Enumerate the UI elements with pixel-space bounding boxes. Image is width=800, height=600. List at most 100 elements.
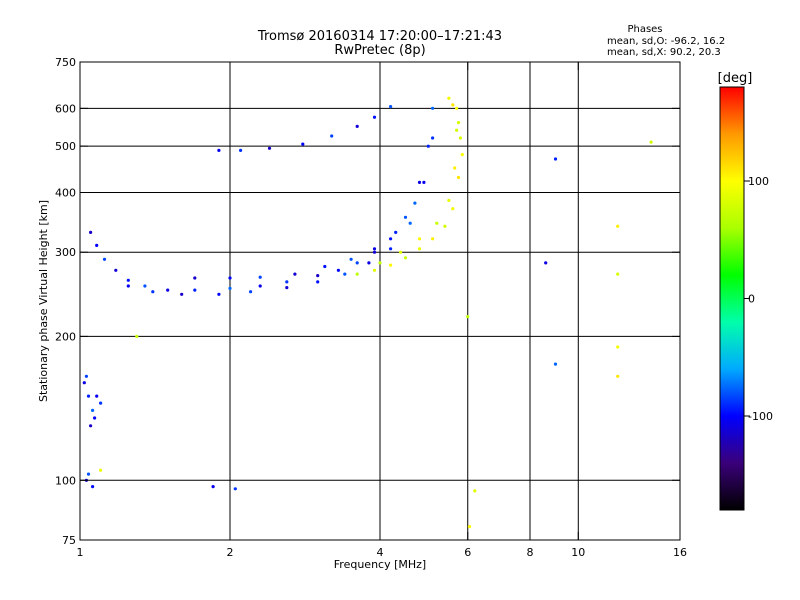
o-mode-point [367, 261, 371, 265]
o-mode-point [180, 292, 184, 296]
annotation-o-stats: mean, sd,O: -96.2, 16.2 [607, 36, 725, 47]
colorbar-tick-label: -100 [748, 410, 773, 423]
o-mode-point [233, 487, 237, 491]
o-mode-point [151, 290, 155, 294]
x-mode-point [451, 207, 455, 211]
x-mode-point [460, 153, 464, 157]
o-mode-point [82, 381, 86, 385]
x-mode-point [616, 224, 620, 228]
o-mode-point [89, 230, 93, 234]
y-tick-label: 600 [55, 102, 76, 115]
o-mode-point [258, 284, 262, 288]
o-mode-point [394, 230, 398, 234]
x-mode-point [473, 489, 477, 493]
o-mode-point [143, 284, 147, 288]
o-mode-point [343, 272, 347, 276]
x-mode-point [451, 103, 455, 107]
x-mode-point [435, 221, 439, 225]
x-mode-point [453, 166, 457, 170]
o-mode-point [422, 180, 426, 184]
x-mode-point [467, 525, 472, 529]
o-mode-point [95, 243, 99, 247]
o-mode-point [114, 268, 118, 272]
o-mode-point [89, 424, 93, 428]
x-mode-point [443, 224, 447, 228]
o-mode-point [301, 142, 305, 146]
y-tick-label: 100 [55, 474, 76, 487]
y-tick-label: 75 [62, 534, 76, 547]
o-mode-point [217, 292, 221, 296]
o-mode-point [553, 362, 558, 366]
chart-subtitle: RwPretec (8p) [334, 43, 425, 58]
grid-layer [80, 62, 680, 540]
o-mode-point [389, 105, 393, 109]
o-mode-point [316, 274, 320, 278]
x-mode-point [455, 128, 459, 132]
o-mode-point [553, 157, 558, 161]
o-mode-point [355, 124, 359, 128]
x-mode-point [616, 374, 620, 378]
x-mode-point [99, 468, 103, 472]
o-mode-point [166, 288, 170, 292]
o-mode-point [258, 275, 262, 279]
colorbar-tick-label: 100 [748, 175, 769, 188]
o-mode-point [355, 261, 359, 265]
o-mode-point [228, 276, 232, 280]
ticks-layer: 1 2 4 6 8 10 16 75 100 200 300 400 500 600 750 [55, 56, 687, 559]
x-tick-label: 16 [673, 546, 687, 559]
o-mode-point [228, 286, 232, 290]
o-mode-point [372, 115, 377, 119]
points-layer [82, 96, 653, 529]
o-mode-point [285, 286, 289, 290]
o-mode-point [323, 264, 327, 269]
o-mode-point [544, 261, 548, 265]
x-mode-point [399, 250, 403, 254]
o-mode-point [91, 485, 95, 489]
x-mode-point [378, 261, 382, 265]
x-mode-point [466, 315, 470, 319]
o-mode-point [239, 148, 243, 152]
x-mode-point [431, 237, 435, 241]
o-mode-point [293, 272, 297, 276]
chart-title: Tromsø 20160314 17:20:00–17:21:43 [257, 29, 502, 44]
o-mode-point [91, 408, 95, 412]
o-mode-point [93, 416, 97, 420]
x-tick-label: 2 [227, 546, 234, 559]
o-mode-point [285, 280, 289, 284]
x-mode-point [355, 272, 359, 276]
colorbar: [deg] 100 0 -100 [718, 71, 773, 511]
o-mode-point [431, 136, 435, 140]
o-mode-point [389, 247, 393, 251]
x-tick-label: 6 [464, 546, 471, 559]
o-mode-point [316, 280, 320, 284]
x-tick-label: 8 [527, 546, 534, 559]
o-mode-point [217, 148, 221, 152]
phase-annotation: Phases mean, sd,O: -96.2, 16.2 mean, sd,… [607, 24, 725, 58]
x-mode-point [455, 106, 459, 110]
y-tick-label: 300 [55, 246, 76, 259]
x-mode-point [447, 198, 451, 202]
colorbar-tick-label: 0 [748, 293, 755, 306]
o-mode-point [413, 201, 417, 205]
o-mode-point [336, 268, 340, 272]
x-mode-point [616, 345, 620, 349]
x-mode-point [649, 140, 653, 144]
o-mode-point [426, 144, 430, 148]
x-tick-label: 1 [77, 546, 84, 559]
y-tick-label: 200 [55, 330, 76, 343]
o-mode-point [403, 215, 408, 219]
o-mode-point [372, 247, 377, 251]
annotation-x-stats: mean, sd,X: 90.2, 20.3 [607, 47, 721, 58]
o-mode-point [99, 401, 103, 405]
o-mode-point [372, 250, 377, 254]
colorbar-ticks: 100 0 -100 [744, 175, 773, 423]
o-mode-point [102, 257, 107, 261]
x-mode-point [456, 121, 461, 125]
o-mode-point [408, 221, 412, 225]
y-tick-label: 400 [55, 186, 76, 199]
o-mode-point [349, 257, 353, 261]
x-tick-label: 10 [571, 546, 585, 559]
x-mode-point [616, 272, 620, 276]
x-mode-point [372, 268, 377, 272]
